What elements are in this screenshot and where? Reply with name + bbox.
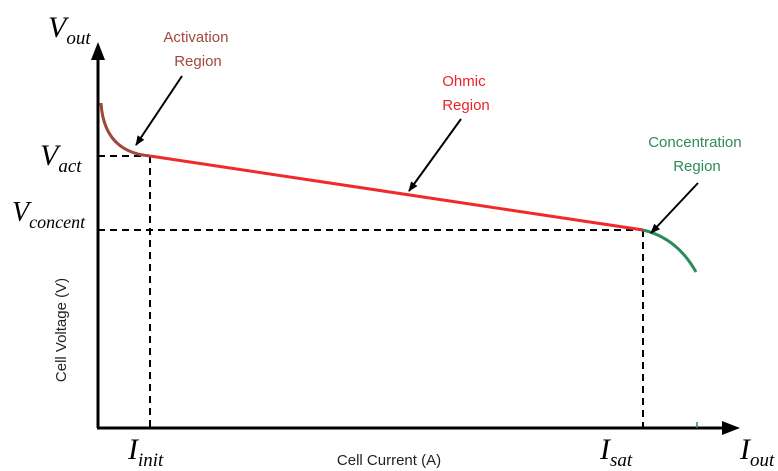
concentration-region-label: Concentration Region [648, 134, 746, 175]
concentration-arrow [650, 182, 699, 234]
x-axis-arrowhead [722, 421, 740, 435]
activation-region-label: Activation Region [163, 29, 232, 70]
y-axis-arrowhead [91, 42, 105, 60]
v-concent-label: Vconcent [12, 197, 86, 232]
ohmic-arrow [408, 118, 462, 192]
ohmic-region-label: Ohmic Region [442, 73, 490, 114]
i-sat-label: Isat [599, 433, 633, 471]
y-axis-symbol: Vout [48, 11, 91, 49]
activation-label-line-2: Region [174, 53, 222, 70]
ohmic-curve [149, 154, 644, 232]
x-axis-symbol: Iout [739, 433, 775, 471]
i-init-label: Iinit [127, 433, 164, 471]
activation-curve [99, 102, 151, 158]
x-axis-label: Cell Current (A) [337, 452, 441, 469]
ohmic-label-line-2: Region [442, 97, 490, 114]
activation-arrow [135, 75, 183, 146]
v-act-label: Vact [40, 139, 82, 177]
concentration-label-line-1: Concentration [648, 134, 741, 151]
ohmic-label-line-1: Ohmic [442, 73, 486, 90]
concentration-curve [642, 228, 698, 273]
activation-label-line-1: Activation [163, 29, 228, 46]
y-axis-label: Cell Voltage (V) [53, 278, 70, 382]
concentration-label-line-2: Region [673, 158, 721, 175]
